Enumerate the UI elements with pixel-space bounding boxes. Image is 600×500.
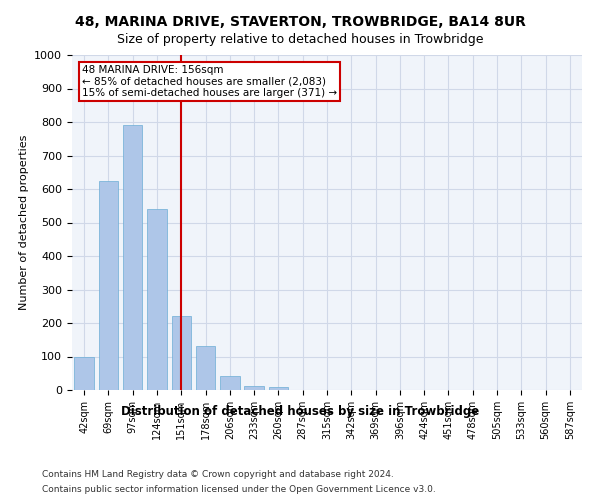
- Text: 48 MARINA DRIVE: 156sqm
← 85% of detached houses are smaller (2,083)
15% of semi: 48 MARINA DRIVE: 156sqm ← 85% of detache…: [82, 65, 337, 98]
- Text: Contains HM Land Registry data © Crown copyright and database right 2024.: Contains HM Land Registry data © Crown c…: [42, 470, 394, 479]
- Text: Size of property relative to detached houses in Trowbridge: Size of property relative to detached ho…: [117, 32, 483, 46]
- Bar: [172, 316, 191, 390]
- Bar: [74, 356, 94, 390]
- Bar: [123, 126, 142, 390]
- Y-axis label: Number of detached properties: Number of detached properties: [19, 135, 29, 310]
- Bar: [196, 346, 215, 390]
- Bar: [99, 180, 118, 390]
- Bar: [147, 209, 167, 390]
- Text: 48, MARINA DRIVE, STAVERTON, TROWBRIDGE, BA14 8UR: 48, MARINA DRIVE, STAVERTON, TROWBRIDGE,…: [74, 15, 526, 29]
- Text: Contains public sector information licensed under the Open Government Licence v3: Contains public sector information licen…: [42, 485, 436, 494]
- Bar: [269, 388, 288, 390]
- Text: Distribution of detached houses by size in Trowbridge: Distribution of detached houses by size …: [121, 405, 479, 418]
- Bar: [220, 376, 239, 390]
- Bar: [244, 386, 264, 390]
